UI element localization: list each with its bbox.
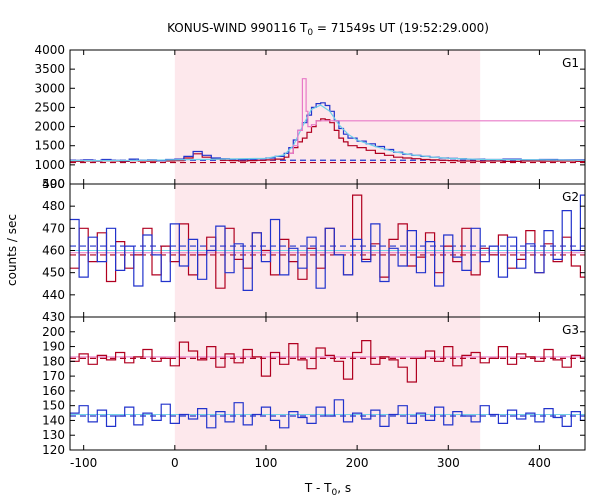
y-tick-label: 490 [42,177,65,191]
panel-g1: 500 1000 1500 2000 2500 3000 3500 4000 G1 [34,43,586,191]
x-tick-label: 400 [528,456,551,470]
y-tick-label: 2000 [34,120,65,134]
y-tick-label: 460 [42,244,65,258]
y-tick-label: 120 [42,443,65,457]
x-tick-label: 300 [437,456,460,470]
y-tick-label: 440 [42,288,65,302]
y-axis-label: counts / sec [5,214,19,286]
x-tick-label: 200 [346,456,369,470]
y-tick-label: 2500 [34,100,65,114]
x-tick-label: 100 [255,456,278,470]
x-axis-label: T - T0, s [304,481,351,498]
y-tick-label: 190 [42,340,65,354]
y-tick-label: 1500 [34,139,65,153]
panel-label: G1 [562,56,579,70]
y-tick-label: 140 [42,413,65,427]
y-tick-label: 450 [42,266,65,280]
x-tick-label: 0 [171,456,179,470]
y-tick-label: 200 [42,325,65,339]
panel-frame [69,316,586,451]
y-tick-label: 4000 [34,43,65,57]
series-red [70,340,585,383]
y-tick-label: 180 [42,354,65,368]
y-tick-label: 150 [42,399,65,413]
y-tick-label: 1000 [34,158,65,172]
series-pink [288,78,585,154]
chart-title: KONUS-WIND 990116 T0 = 71549s UT (19:52:… [167,21,489,38]
y-tick-label: 130 [42,428,65,442]
y-tick-label: 170 [42,369,65,383]
y-tick-label: 470 [42,221,65,235]
panels-group: 5001000150020002500300035004000G14304404… [34,43,586,470]
y-tick-label: 3500 [34,62,65,76]
x-tick-label: -100 [70,456,97,470]
panel-label: G3 [562,323,579,337]
y-tick-label: 160 [42,384,65,398]
y-tick-label: 480 [42,199,65,213]
y-tick-label: 430 [42,310,65,324]
y-tick-label: 3000 [34,81,65,95]
series-blue [70,399,585,429]
series-blue [70,194,585,291]
series-cyan [70,104,585,162]
panel-g2: 430 440 450 460 470 480 490 G2 [42,177,586,324]
y-tick-label: 500 [42,177,65,191]
panel-label: G2 [562,190,579,204]
